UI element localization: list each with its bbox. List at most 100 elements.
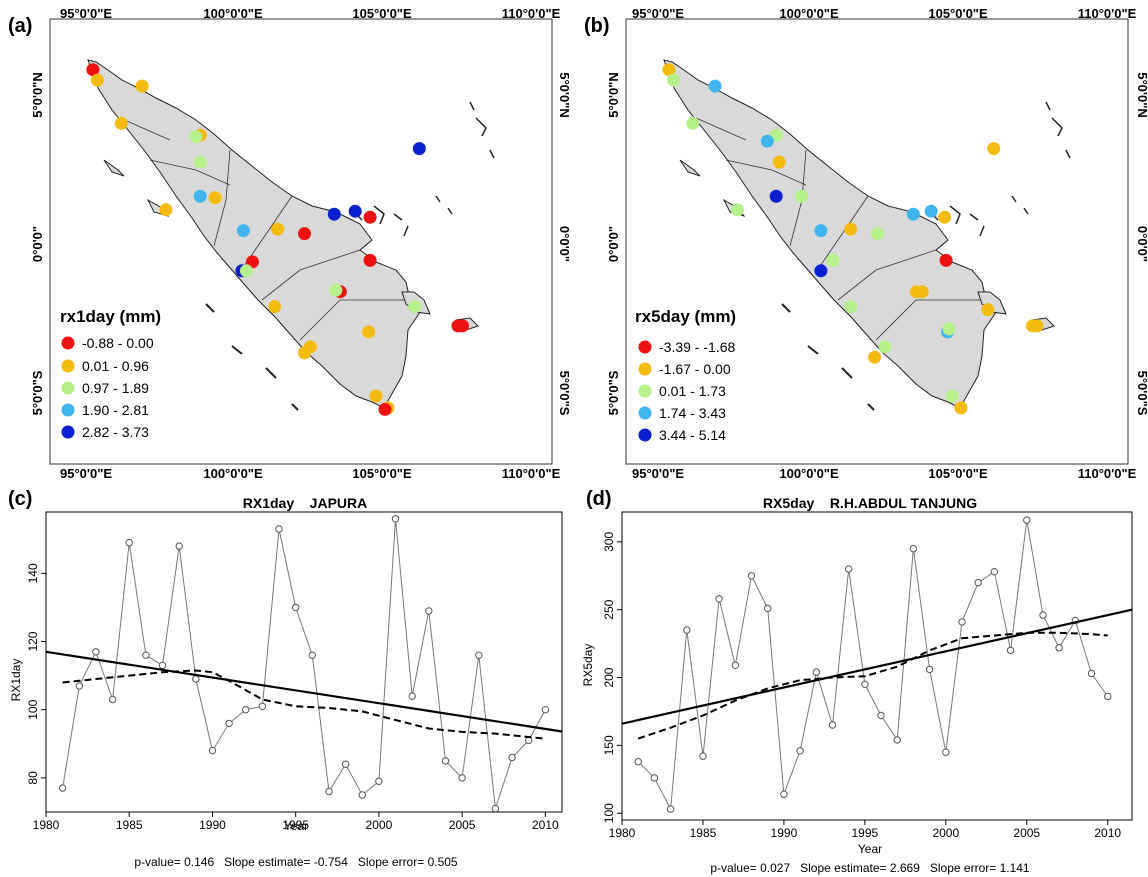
station-marker-a-17 (363, 253, 377, 267)
lat-label-left-5s: 5°0'0"S (30, 370, 45, 415)
data-point-c-2006 (475, 651, 483, 659)
station-marker-a-4 (114, 116, 128, 130)
data-point-c-1982 (75, 682, 84, 690)
station-marker-b-27 (878, 340, 892, 354)
x-tick-label-c-1990: 1990 (199, 818, 226, 832)
lon-label-top-110: 110°0'0"E (502, 6, 561, 21)
data-point-c-2003 (425, 607, 433, 615)
x-tick-label-c-2000: 2000 (366, 818, 393, 832)
legend-label-b-4: 1.74 - 3.43 (659, 405, 726, 421)
lat-label-right-5s: 5°0'0"S (557, 371, 572, 416)
chart-title-c: RX1day JAPURA (243, 495, 367, 511)
lon-label-top-95: 95°0'0"E (60, 6, 112, 21)
legend-swatch-b-2 (638, 362, 652, 376)
data-point-c-1992 (242, 706, 250, 714)
station-marker-b-20 (814, 264, 828, 278)
legend-label-a-3: 0.97 - 1.89 (82, 380, 149, 396)
y-tick-label-d-200: 200 (602, 667, 616, 687)
station-marker-a-1 (86, 63, 100, 77)
station-marker-a-6 (189, 130, 203, 144)
station-marker-b-9 (769, 189, 783, 203)
data-point-c-1983 (92, 648, 100, 656)
data-point-c-1984 (108, 695, 117, 704)
legend-swatch-b-4 (638, 406, 652, 420)
stats-text-c: p-value= 0.146 Slope estimate= -0.754 Sl… (134, 855, 458, 869)
lat-label-left-5n: 5°0'0"N (606, 72, 621, 118)
station-marker-a-13 (298, 227, 311, 241)
trend-line-c (45, 650, 563, 733)
panel-label-d: (d) (586, 488, 612, 510)
station-marker-b-2 (666, 73, 680, 87)
data-point-c-1987 (158, 661, 167, 670)
lon-label-bottom-110: 110°0'0"E (1078, 466, 1137, 481)
station-points-b (662, 63, 1044, 415)
x-axis-label-c: Year (284, 819, 308, 833)
station-marker-a-27 (304, 340, 317, 354)
lon-label-top-105: 105°0'0"E (928, 6, 988, 21)
station-marker-b-21 (844, 300, 858, 314)
lon-label-top-110: 110°0'0"E (1078, 6, 1137, 21)
lon-label-bottom-105: 105°0'0"E (928, 466, 988, 481)
data-point-d-2010 (1104, 692, 1112, 701)
lon-label-bottom-95: 95°0'0"E (632, 466, 684, 481)
y-axis-label-c: RX1day (9, 659, 23, 702)
station-points-a (86, 63, 469, 416)
data-point-d-2001 (958, 618, 966, 626)
stats-text-d: p-value= 0.027 Slope estimate= 2.669 Slo… (710, 861, 1030, 875)
data-point-d-1985 (699, 752, 707, 760)
x-axis-label-d: Year (858, 842, 882, 856)
smoothed-line-c (62, 669, 546, 740)
lon-label-top-100: 100°0'0"E (779, 6, 839, 21)
lon-label-top-100: 100°0'0"E (203, 6, 263, 21)
data-point-d-2006 (1039, 611, 1047, 619)
province-boundaries (119, 117, 404, 341)
x-tick-label-d-1980: 1980 (609, 826, 636, 840)
data-point-d-1996 (877, 711, 885, 720)
data-point-d-1995 (861, 680, 869, 688)
data-point-c-2005 (458, 774, 466, 782)
data-point-c-1994 (275, 525, 283, 533)
legend-swatch-b-1 (638, 340, 652, 354)
station-marker-b-6 (760, 134, 774, 148)
station-marker-a-28 (408, 300, 422, 314)
station-marker-b-28 (981, 303, 995, 317)
lat-label-left-0: 0°0'0" (30, 226, 45, 262)
lon-label-bottom-100: 100°0'0"E (203, 466, 263, 481)
x-tick-label-d-1985: 1985 (690, 826, 717, 840)
station-marker-b-17 (939, 253, 953, 267)
map-panel-b: (b) 95°0'0"E 100°0'0"E 105°0'0"E 110°0'0… (584, 6, 1148, 481)
lon-label-bottom-105: 105°0'0"E (352, 466, 412, 481)
data-point-d-1994 (845, 565, 853, 573)
data-point-c-2001 (391, 515, 400, 523)
lon-label-bottom-95: 95°0'0"E (60, 466, 112, 481)
station-marker-b-25 (942, 322, 956, 336)
station-marker-b-13 (871, 227, 884, 241)
y-tick-label-d-300: 300 (602, 532, 616, 552)
data-point-d-1990 (780, 790, 788, 798)
station-marker-b-10 (795, 189, 808, 203)
data-point-c-1993 (258, 702, 267, 710)
legend-swatch-a-1 (61, 336, 75, 350)
mentawai-islands (781, 303, 875, 411)
station-marker-b-32 (954, 401, 968, 415)
sumatra-mainland (87, 59, 421, 409)
data-point-c-2004 (441, 757, 450, 765)
station-marker-a-14 (327, 207, 341, 221)
data-point-c-1998 (341, 760, 350, 768)
plot-area-c: 1980 1985 1990 1995 2000 2005 2010 80 100 120 140 (26, 511, 563, 832)
lat-label-right-0: 0°0'0" (1135, 226, 1148, 262)
data-point-d-1982 (650, 774, 659, 782)
simeulue-island (679, 159, 701, 177)
legend-a: rx1day (mm) -0.88 - 0.00 0.01 - 0.96 0.9… (60, 307, 161, 440)
x-tick-label-c-1985: 1985 (116, 818, 143, 832)
station-marker-b-23 (915, 285, 929, 299)
y-axis-label-d: RX5day (581, 644, 595, 687)
bangka-island (977, 291, 1007, 315)
coordinate-labels-b: 95°0'0"E 100°0'0"E 105°0'0"E 110°0'0"E 9… (606, 6, 1148, 481)
plot-frame-d (621, 511, 1133, 821)
smoothed-line-d (637, 631, 1108, 740)
station-marker-b-31 (945, 389, 959, 403)
x-tick-label-c-1980: 1980 (33, 818, 60, 832)
data-point-c-2010 (541, 706, 550, 714)
